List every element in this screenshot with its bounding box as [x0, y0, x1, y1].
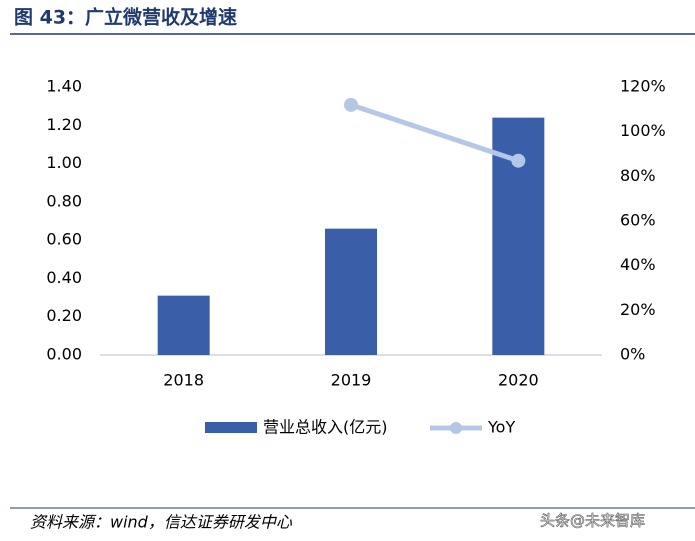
x-tick-label: 2018 — [163, 371, 204, 390]
y2-tick-label: 60% — [620, 211, 656, 230]
legend-swatch — [205, 422, 257, 433]
bar — [157, 295, 210, 355]
y2-tick-label: 40% — [620, 255, 656, 274]
y-tick-label: 0.00 — [46, 345, 82, 364]
line-point — [511, 153, 526, 168]
x-tick-label: 2019 — [331, 371, 372, 390]
legend-label: 营业总收入(亿元) — [263, 418, 388, 437]
y-tick-label: 0.80 — [46, 191, 82, 210]
y-tick-label: 1.20 — [46, 115, 82, 134]
legend-label: YoY — [487, 418, 515, 437]
source: 资料来源：wind，信达证券研发中心 — [30, 513, 293, 532]
y-tick-label: 1.00 — [46, 153, 82, 172]
y2-tick-label: 80% — [620, 166, 656, 185]
x-tick-label: 2020 — [498, 371, 539, 390]
line — [350, 102, 520, 164]
y-tick-label: 0.20 — [46, 306, 82, 325]
y-tick-label: 0.60 — [46, 230, 82, 249]
y2-tick-label: 120% — [620, 77, 666, 96]
y2-tick-label: 0% — [620, 345, 645, 364]
bar — [325, 228, 377, 355]
y-tick-label: 1.40 — [46, 77, 82, 96]
chart-title: 图 43：广立微营收及增速 — [14, 6, 237, 29]
legend-swatch — [450, 422, 462, 434]
watermark: 头条@未来智库 — [540, 512, 645, 530]
y2-tick-label: 20% — [620, 300, 656, 319]
y2-tick-label: 100% — [620, 121, 666, 140]
line-point — [344, 97, 358, 112]
y-tick-label: 0.40 — [46, 268, 82, 287]
